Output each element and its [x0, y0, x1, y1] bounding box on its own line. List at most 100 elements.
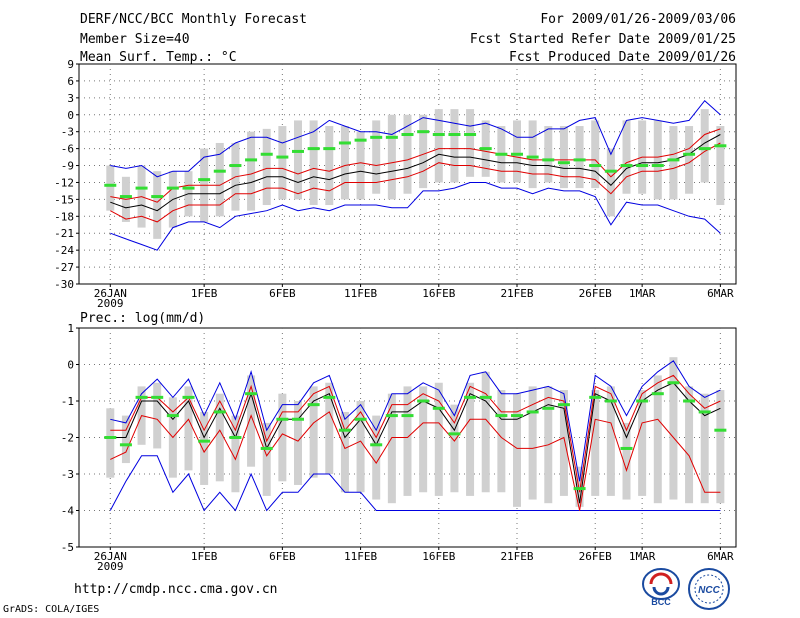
temp-climate-marker [401, 133, 414, 137]
temp-member-bar [419, 114, 428, 189]
prec-ytick-label: -4 [61, 505, 75, 518]
prec-member-bar [309, 386, 318, 478]
prec-member-bar [325, 382, 334, 474]
temp-ytick-label: -24 [54, 244, 74, 257]
prec-climate-marker [151, 395, 164, 399]
prec-climate-marker [589, 395, 602, 399]
temp-member-bar [325, 126, 334, 206]
temp-climate-marker [198, 178, 211, 182]
temp-member-bar [669, 126, 678, 200]
prec-lower-spread-line [110, 411, 721, 511]
temp-ytick-label: 6 [67, 75, 74, 88]
prec-climate-marker [636, 399, 649, 403]
prec-member-bar [638, 390, 647, 496]
temp-ytick-label: -30 [54, 278, 74, 291]
temp-member-bar [153, 171, 162, 239]
temp-member-bar [372, 120, 381, 194]
temp-ytick-label: 9 [67, 58, 74, 71]
prec-climate-marker [542, 406, 555, 410]
temp-ytick-label: -21 [54, 227, 74, 240]
temp-xtick-label: 6FEB [269, 287, 296, 300]
temp-climate-marker [354, 138, 367, 142]
temp-climate-marker [589, 164, 602, 168]
temp-climate-marker [432, 133, 445, 137]
forecast-period: For 2009/01/26-2009/03/06 [540, 12, 736, 27]
temp-climate-marker [338, 141, 351, 145]
prec-ytick-label: 1 [67, 322, 74, 335]
prec-climate-marker [432, 406, 445, 410]
prec-climate-marker [198, 439, 211, 443]
prec-climate-marker [229, 436, 242, 439]
grads-credit: GrADS: COLA/IGES [3, 604, 100, 615]
temp-xtick-label: 2009 [97, 297, 124, 310]
temp-climate-marker [245, 158, 258, 162]
temp-climate-marker [385, 135, 398, 139]
temp-ytick-label: -15 [54, 193, 74, 206]
prec-member-bar [513, 393, 521, 507]
prec-climate-marker [401, 414, 414, 418]
prec-member-bar [200, 411, 209, 485]
temp-ytick-label: -9 [61, 160, 74, 173]
prec-climate-marker [604, 399, 617, 403]
prec-member-bar [419, 386, 428, 493]
temp-member-bar [262, 128, 271, 206]
temp-member-bar [278, 126, 287, 200]
prec-member-bar [685, 386, 694, 504]
temp-upper-spread-line [110, 128, 721, 203]
temp-climate-marker [229, 164, 242, 168]
temp-member-bar [387, 114, 396, 200]
prec-climate-marker [260, 446, 273, 450]
prec-climate-marker [464, 395, 477, 399]
temp-member-bar [466, 109, 475, 177]
prec-climate-marker [511, 414, 523, 418]
temp-climate-marker [151, 195, 164, 199]
fcst-started-date: Fcst Started Refer Date 2009/01/25 [469, 32, 736, 47]
prec-member-bar [153, 382, 162, 449]
temp-xtick-label: 11FEB [344, 287, 377, 300]
prec-climate-marker [385, 414, 398, 418]
temp-ytick-label: -6 [61, 143, 74, 156]
bcc-logo-icon: BCC [642, 568, 680, 607]
prec-member-bar [340, 411, 349, 493]
prec-climate-marker [667, 381, 680, 385]
prec-member-bar [262, 422, 271, 496]
temp-climate-marker [104, 183, 117, 187]
temp-member-bar [450, 109, 459, 183]
temp-climate-marker [636, 164, 649, 168]
prec-member-bar [387, 393, 396, 504]
prec-xtick-label: 2009 [97, 560, 124, 573]
temp-xtick-label: 26JAN [94, 287, 127, 300]
prec-climate-marker [557, 403, 570, 407]
temp-climate-marker [182, 186, 195, 190]
temp-climate-marker [526, 155, 539, 159]
prec-climate-marker [245, 392, 258, 396]
temp-member-bar [247, 131, 256, 211]
temp-climate-marker [370, 135, 383, 139]
prec-member-bar [591, 390, 600, 496]
temp-member-bar [309, 120, 318, 206]
prec-xtick-label: 26JAN [94, 550, 127, 563]
svg-text:NCC: NCC [698, 585, 720, 596]
prec-member-bar [669, 357, 678, 500]
temp-plot-frame [78, 63, 737, 285]
prec-member-bar [606, 386, 615, 496]
prec-max-member-line [110, 360, 721, 482]
temp-climate-marker [714, 144, 727, 148]
temp-climate-marker [698, 147, 711, 151]
prec-member-bar [481, 371, 490, 493]
prec-climate-marker [213, 410, 226, 414]
prec-climate-marker [135, 395, 148, 399]
prec-xtick-label: 26FEB [579, 550, 612, 563]
temp-member-bar [591, 120, 600, 189]
temp-member-bar [513, 120, 521, 183]
temp-ytick-label: -27 [54, 261, 74, 274]
prec-climate-marker [104, 436, 117, 439]
prec-ensemble-mean-line [110, 382, 721, 504]
prec-xtick-label: 1MAR [629, 550, 656, 563]
temp-member-bar [340, 126, 349, 200]
prec-climate-marker [698, 410, 711, 414]
temp-climate-marker [573, 158, 586, 162]
temp-member-bar [544, 126, 553, 183]
source-url[interactable]: http://cmdp.ncc.cma.gov.cn [74, 582, 278, 597]
